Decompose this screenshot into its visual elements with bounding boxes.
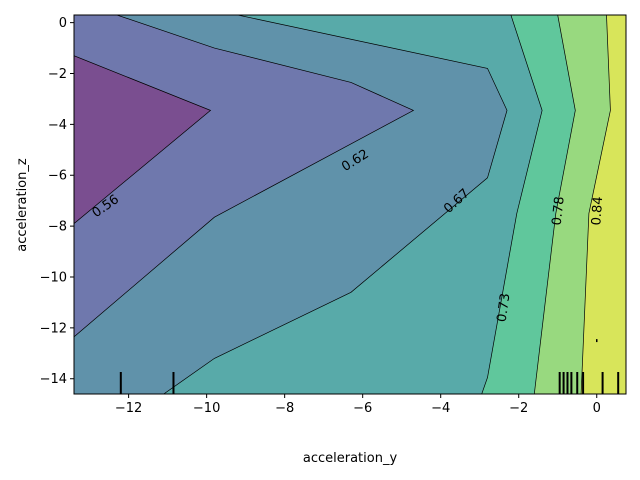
- contour-label-group: 0.78: [550, 196, 568, 226]
- plot-frame: [73, 14, 627, 395]
- contour-line-0.78: [533, 15, 576, 394]
- y-tick-label: −6: [48, 169, 67, 184]
- fill-band-6: [581, 15, 626, 394]
- contour-line-0.56: [74, 55, 212, 224]
- contour-label: 0.73: [495, 292, 514, 323]
- contour-fills: [74, 15, 626, 394]
- x-tick-label: −10: [193, 401, 220, 416]
- y-tick-label: −8: [48, 220, 67, 235]
- x-axis-ticks: −12 −10 −8 −6 −4 −2 0: [115, 394, 601, 416]
- rug-marks: [119, 339, 620, 394]
- y-tick-label: −2: [48, 67, 67, 82]
- contour-label-group: 0.73: [495, 292, 514, 323]
- x-tick-label: −2: [509, 401, 528, 416]
- contour-label: 0.78: [550, 196, 568, 226]
- y-tick-label: 0: [59, 16, 67, 31]
- y-tick-label: −10: [40, 270, 67, 285]
- x-tick-label: −6: [353, 401, 372, 416]
- x-tick-label: −8: [275, 401, 294, 416]
- y-tick-label: −4: [48, 118, 67, 133]
- contour-line-0.73: [481, 15, 543, 394]
- y-axis-ticks: 0 −2 −4 −6 −8 −10 −12 −14: [40, 16, 74, 387]
- contour-label: 0.84: [589, 196, 606, 226]
- x-tick-label: −4: [431, 401, 450, 416]
- contour-line-0.67: [163, 15, 508, 394]
- contour-line-0.84: [580, 15, 611, 394]
- x-tick-label: −12: [115, 401, 142, 416]
- x-tick-label: 0: [593, 401, 601, 416]
- y-tick-label: −14: [40, 372, 67, 387]
- contour-line-0.62: [74, 15, 415, 338]
- y-axis-label: acceleration_z: [15, 158, 30, 252]
- contour-lines: [74, 15, 611, 394]
- y-tick-label: −12: [40, 321, 67, 336]
- x-axis-label: acceleration_y: [303, 451, 398, 466]
- contour-label-group: 0.84: [589, 196, 606, 226]
